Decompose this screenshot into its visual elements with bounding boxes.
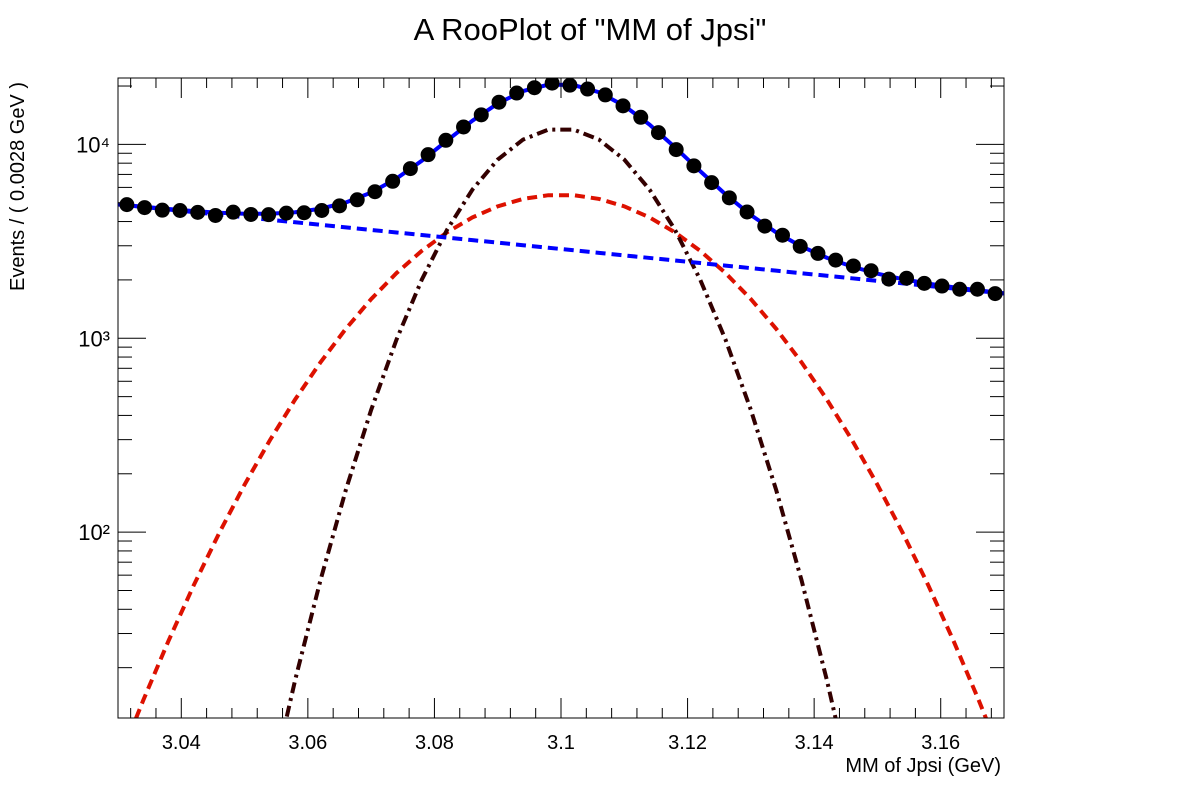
data-point: [473, 107, 489, 123]
data-point: [438, 132, 454, 148]
data-point: [721, 190, 737, 206]
data-point: [863, 263, 879, 279]
data-point: [207, 207, 223, 223]
data-point: [491, 94, 507, 110]
data-point: [792, 238, 808, 254]
data-point: [597, 87, 613, 103]
data-point: [650, 125, 666, 141]
data-point: [420, 147, 436, 163]
data-point: [686, 158, 702, 174]
x-tick-label: 3.1: [547, 732, 575, 754]
data-point: [704, 175, 720, 191]
data-point: [775, 227, 790, 243]
data-point: [154, 202, 170, 218]
data-point: [314, 203, 330, 219]
data-point: [916, 275, 932, 291]
y-axis-title: Events / ( 0.0028 GeV ): [7, 82, 29, 291]
y-tick-label: 10²: [78, 520, 110, 545]
data-point: [278, 205, 294, 221]
data-point: [402, 161, 418, 177]
data-point: [668, 142, 684, 158]
x-tick-label: 3.12: [668, 732, 707, 754]
data-point: [261, 207, 277, 223]
data-point: [243, 206, 259, 222]
data-point: [633, 109, 649, 125]
data-point: [881, 271, 897, 287]
data-point: [739, 204, 755, 220]
data-point: [828, 252, 844, 268]
data-point: [385, 173, 401, 189]
y-tick-label: 10³: [78, 326, 110, 351]
data-point: [580, 81, 596, 97]
data-point: [987, 286, 1003, 302]
data-point: [615, 98, 631, 114]
data-point: [190, 204, 206, 220]
data-point: [544, 78, 560, 91]
y-tick-label: 10⁴: [76, 132, 110, 157]
data-point: [562, 78, 578, 93]
data-point: [349, 192, 365, 208]
data-point: [810, 245, 826, 261]
data-point: [934, 278, 950, 294]
x-tick-label: 3.16: [921, 732, 960, 754]
data-point: [952, 281, 968, 297]
data-point: [225, 204, 241, 220]
data-point: [296, 205, 312, 221]
data-point: [456, 119, 472, 135]
x-axis-title: MM of Jpsi (GeV): [845, 755, 1001, 777]
component-curve: [133, 193, 989, 718]
x-tick-label: 3.06: [288, 732, 327, 754]
data-point: [332, 198, 347, 214]
data-point: [172, 203, 188, 219]
x-tick-label: 3.04: [162, 732, 201, 754]
data-point: [509, 85, 525, 101]
data-point: [969, 281, 985, 297]
data-point: [845, 258, 861, 274]
data-point: [137, 200, 153, 216]
component-curve: [284, 127, 838, 718]
chart-title: A RooPlot of "MM of Jpsi": [414, 12, 767, 47]
data-point: [526, 80, 542, 96]
x-tick-label: 3.08: [415, 732, 454, 754]
x-tick-label: 3.14: [795, 732, 834, 754]
data-point: [119, 197, 135, 213]
data-point: [367, 184, 383, 200]
data-point: [757, 218, 773, 234]
data-point: [899, 270, 915, 286]
